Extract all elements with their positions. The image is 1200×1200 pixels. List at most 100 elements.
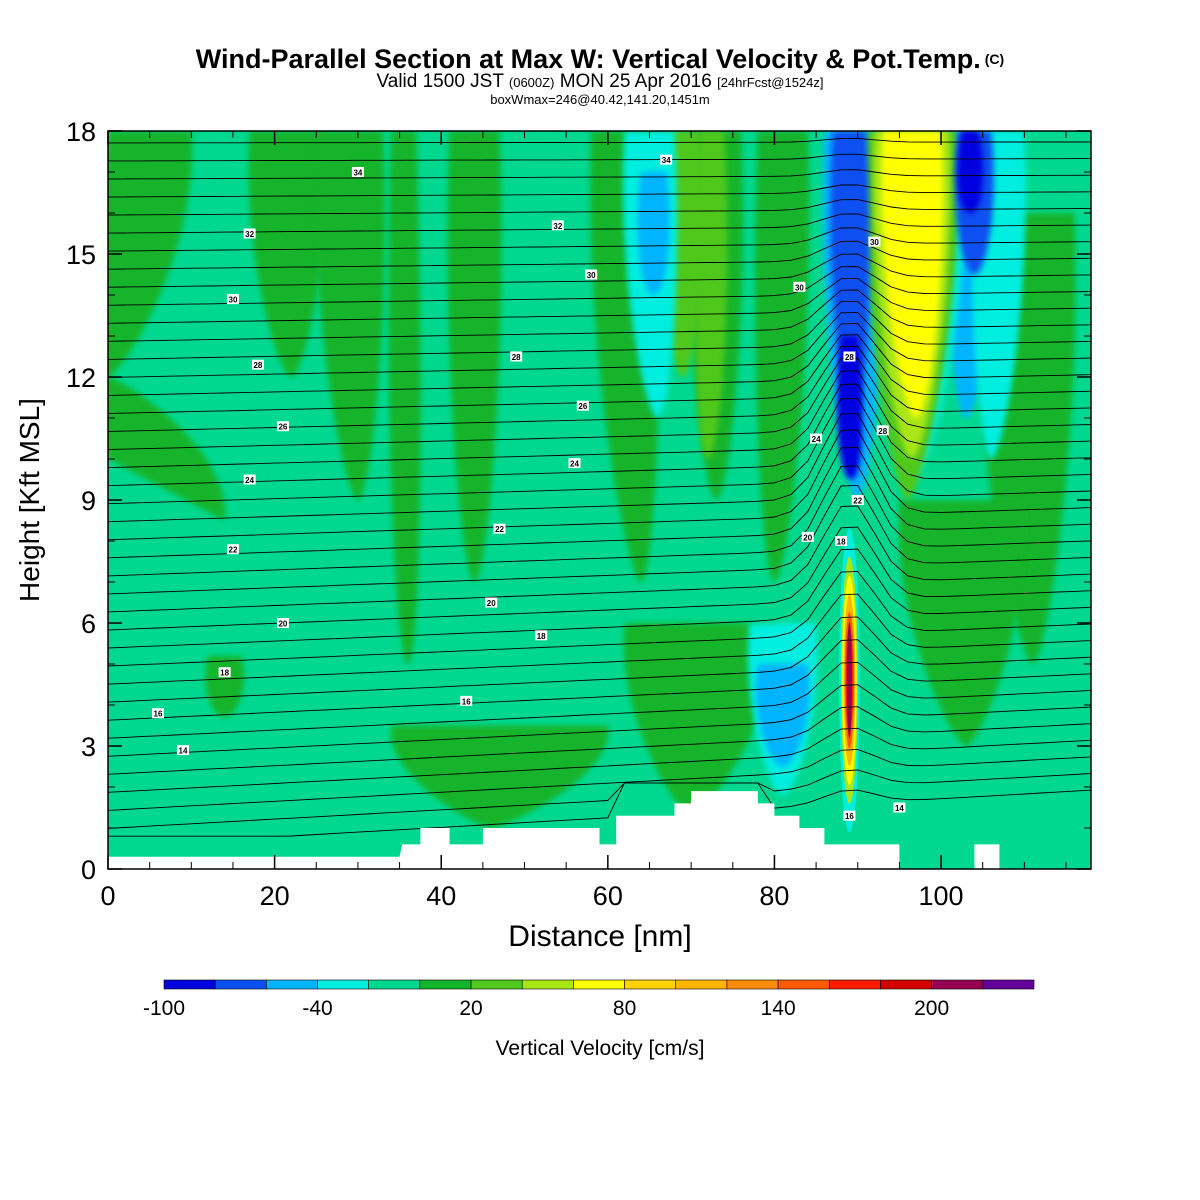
theta-line-28 [108,289,1091,342]
theta-line-6 [108,661,1091,739]
theta-contour-labels: 34 34 32 32 30 30 30 30 28 28 28 28 26 26 24 24 24 22 22 22… [151,154,906,821]
theta-label-24: 18 [218,667,231,678]
theta-line-26 [108,311,1091,378]
theta-line-37 [108,169,1091,180]
colorbar-swatch-9 [624,979,677,990]
theta-label-20: 20 [276,618,289,629]
theta-line-1 [108,769,1091,829]
theta-label-bg [801,531,814,542]
velocity-region-30 [755,664,810,767]
theta-line-9 [108,593,1091,685]
colorbar-swatch-16 [982,979,1035,990]
chart-title: Wind-Parallel Section at Max W: Vertical… [0,44,1200,74]
y-tick-label: 15 [66,240,96,270]
theta-label-text: 18 [220,669,229,678]
velocity-region-10 [623,623,776,816]
colorbar-swatch-14 [880,979,932,990]
theta-label-7: 30 [868,236,881,247]
theta-line-4 [108,706,1091,775]
theta-label-text: 16 [154,710,163,719]
chart-title-text: Wind-Parallel Section at Max W: Vertical… [195,44,981,74]
theta-label-14: 24 [243,474,256,485]
theta-label-bg [893,802,906,813]
theta-line-15 [108,465,1091,577]
theta-label-text: 18 [537,632,546,641]
theta-label-13: 26 [576,400,589,411]
velocity-region-2 [248,131,327,377]
theta-line-29 [108,277,1091,324]
theta-label-bg [843,351,856,362]
x-axis: 0 20 40 60 80 100 [100,131,1067,911]
theta-label-bg [660,154,673,165]
theta-label-bg [843,810,856,821]
y-tick-label: 12 [66,363,96,393]
colorbar-swatch-15 [931,979,984,990]
theta-label-text: 28 [253,361,262,370]
box-info: boxWmax=246@40.42,141.20,1451m [490,92,710,107]
theta-label-bg [226,294,239,305]
x-tick-label: 100 [919,881,964,911]
theta-label-22: 20 [801,531,814,542]
theta-label-bg [218,667,231,678]
y-axis: 0 3 6 9 12 15 18 [66,117,1091,885]
theta-line-27 [108,300,1091,360]
theta-line-18 [108,413,1091,523]
theta-label-bg [851,495,864,505]
theta-label-23: 18 [835,536,848,547]
theta-label-text: 28 [512,353,521,362]
theta-label-bg [276,618,289,628]
y-tick-label: 18 [66,117,96,147]
theta-label-15: 24 [568,458,581,469]
theta-line-0 [108,782,1091,837]
velocity-region-8 [755,131,810,582]
colorbar-swatch-8 [573,979,625,990]
theta-label-text: 16 [845,812,854,821]
theta-label-9: 28 [510,351,523,362]
theta-label-bg [876,425,889,436]
theta-label-text: 28 [878,427,887,436]
theta-label-text: 14 [179,747,188,756]
theta-line-21 [108,370,1091,469]
theta-label-bg [460,695,473,706]
colorbar-tick-label: 20 [459,997,482,1020]
colorbar-swatch-13 [828,979,881,990]
colorbar-tick-label: 140 [761,997,796,1020]
theta-label-text: 24 [245,476,254,485]
theta-label-5: 30 [585,269,598,280]
x-tick-label: 60 [593,881,623,911]
theta-line-10 [108,570,1091,667]
terrain-profile [108,791,1091,869]
x-tick-label: 40 [426,881,456,911]
colorbar-swatch-4 [368,979,421,990]
colorbar-swatch-6 [470,979,523,990]
velocity-field [108,131,1091,869]
theta-label-bg [510,351,523,362]
valid-time-line: Valid 1500 JST (0600Z) MON 25 Apr 2016 [… [0,72,1200,93]
theta-line-16 [108,446,1091,559]
forecast-info: [24hrFcst@1524z] [717,75,824,90]
theta-line-14 [108,484,1091,595]
colorbar-swatch-10 [675,979,728,990]
theta-line-12 [108,526,1091,631]
valid-utc: (0600Z) [508,75,555,90]
theta-label-bg [351,167,364,177]
theta-line-33 [108,227,1091,252]
colorbar-tick-label: -40 [302,997,332,1020]
theta-label-bg [835,536,848,546]
theta-label-bg [810,433,823,444]
theta-label-27: 16 [460,695,473,706]
theta-label-text: 22 [853,497,862,506]
theta-label-bg [251,359,264,370]
velocity-region-0 [108,131,192,377]
theta-label-16: 24 [810,433,823,444]
theta-label-text: 22 [495,525,504,534]
theta-label-18: 22 [226,544,239,555]
velocity-region-26 [837,336,863,480]
velocity-region-24 [881,131,943,418]
theta-line-25 [108,323,1091,396]
y-tick-label: 3 [81,732,96,762]
theta-label-text: 34 [662,156,671,165]
colorbar-tick-label: 80 [613,997,636,1020]
theta-line-17 [108,429,1091,541]
